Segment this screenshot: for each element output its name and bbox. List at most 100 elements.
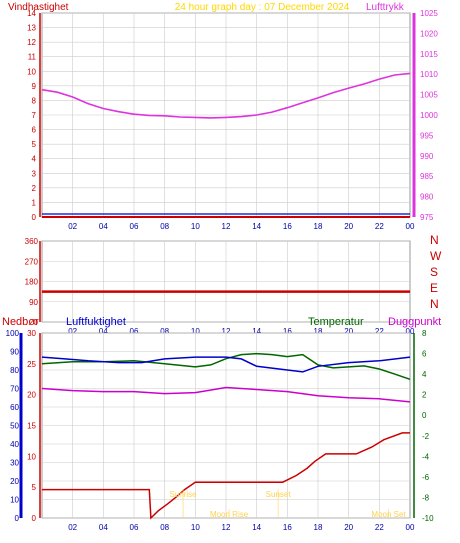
temperature-tick--8: -8 (422, 493, 430, 502)
series-humidity (41, 356, 411, 373)
pressure-tick-985: 985 (420, 172, 434, 181)
p2-xtick-06: 06 (130, 327, 139, 336)
temperature-tick-8: 8 (422, 329, 427, 338)
humidity-tick-90: 90 (10, 348, 19, 357)
p3-xtick-06: 06 (130, 523, 139, 532)
compass-label-3: E (430, 281, 438, 295)
pressure-tick-995: 995 (420, 131, 434, 140)
p3-xtick-12: 12 (222, 523, 231, 532)
wind-speed-label: Vindhastighet (8, 2, 69, 13)
humidity-tick-100: 100 (6, 329, 20, 338)
p1-xtick-00: 00 (406, 222, 415, 231)
compass-label-0: N (430, 233, 439, 247)
wind-speed-tick-13: 13 (27, 24, 36, 33)
annotation-2: Moon Rise (210, 510, 249, 519)
wind-speed-tick-1: 1 (32, 198, 37, 207)
p1-xtick-20: 20 (344, 222, 353, 231)
series-temperature (41, 352, 411, 381)
rain-tick-0: 0 (32, 514, 37, 523)
pressure-tick-1020: 1020 (420, 29, 438, 38)
wind-speed-tick-11: 11 (28, 53, 37, 62)
legend-0: Nedbør (2, 316, 39, 328)
humidity-tick-40: 40 (10, 440, 19, 449)
p1-xtick-16: 16 (283, 222, 292, 231)
humidity-tick-30: 30 (10, 459, 19, 468)
pressure-tick-1000: 1000 (420, 111, 438, 120)
p1-xtick-14: 14 (252, 222, 261, 231)
temperature-tick--2: -2 (422, 432, 430, 441)
wind-speed-tick-8: 8 (32, 96, 37, 105)
p3-xtick-14: 14 (252, 523, 261, 532)
humidity-tick-80: 80 (10, 366, 19, 375)
temperature-tick--6: -6 (422, 473, 430, 482)
wind-speed-tick-9: 9 (32, 82, 37, 91)
direction-tick-0: 0 (34, 318, 39, 327)
graph-title: 24 hour graph day : 07 December 2024 (175, 2, 350, 13)
humidity-tick-0: 0 (15, 514, 20, 523)
series-rain (42, 432, 410, 520)
humidity-tick-10: 10 (10, 496, 19, 505)
series-dewpoint (41, 386, 411, 403)
humidity-tick-20: 20 (10, 477, 19, 486)
temperature-tick--10: -10 (422, 514, 434, 523)
p1-xtick-22: 22 (375, 222, 384, 231)
pressure-tick-975: 975 (420, 213, 434, 222)
legend-1: Luftfuktighet (66, 316, 126, 328)
rain-tick-25: 25 (27, 360, 36, 369)
direction-tick-360: 360 (25, 237, 39, 246)
p2-xtick-18: 18 (314, 327, 323, 336)
temperature-tick--4: -4 (422, 452, 430, 461)
p2-xtick-08: 08 (160, 327, 169, 336)
p1-xtick-12: 12 (222, 222, 231, 231)
p3-xtick-00: 00 (406, 523, 415, 532)
direction-tick-270: 270 (25, 257, 39, 266)
compass-label-4: N (430, 297, 439, 311)
pressure-tick-980: 980 (420, 193, 434, 202)
p1-xtick-08: 08 (160, 222, 169, 231)
rain-tick-20: 20 (27, 391, 36, 400)
p3-xtick-08: 08 (160, 523, 169, 532)
temperature-tick-0: 0 (422, 411, 427, 420)
wind-speed-tick-6: 6 (32, 126, 37, 135)
p3-xtick-18: 18 (314, 523, 323, 532)
compass-label-1: W (430, 249, 442, 263)
annotation-1: Sunset (266, 490, 292, 499)
p2-xtick-12: 12 (222, 327, 231, 336)
humidity-tick-50: 50 (10, 422, 19, 431)
p3-xtick-10: 10 (191, 523, 200, 532)
legend-2: Temperatur (308, 316, 364, 328)
p3-xtick-16: 16 (283, 523, 292, 532)
pressure-label: Lufttrykk (366, 2, 405, 13)
wind-speed-tick-12: 12 (27, 38, 36, 47)
humidity-tick-60: 60 (10, 403, 19, 412)
pressure-tick-1025: 1025 (420, 9, 438, 18)
wind-speed-tick-3: 3 (32, 169, 37, 178)
pressure-tick-1015: 1015 (420, 50, 438, 59)
p2-xtick-04: 04 (99, 327, 108, 336)
p2-xtick-10: 10 (191, 327, 200, 336)
rain-tick-10: 10 (27, 452, 36, 461)
p1-xtick-02: 02 (68, 222, 77, 231)
wind-speed-tick-5: 5 (32, 140, 37, 149)
compass-label-2: S (430, 265, 438, 279)
p3-xtick-20: 20 (344, 523, 353, 532)
annotation-3: Moon Set (371, 510, 406, 519)
temperature-tick-4: 4 (422, 370, 427, 379)
wind-speed-tick-10: 10 (27, 67, 36, 76)
pressure-tick-1010: 1010 (420, 70, 438, 79)
direction-tick-180: 180 (25, 278, 39, 287)
rain-tick-15: 15 (27, 422, 36, 431)
p3-xtick-22: 22 (375, 523, 384, 532)
rain-tick-30: 30 (27, 329, 36, 338)
p2-xtick-14: 14 (252, 327, 261, 336)
p3-xtick-04: 04 (99, 523, 108, 532)
p2-xtick-20: 20 (344, 327, 353, 336)
p3-xtick-02: 02 (68, 523, 77, 532)
p1-xtick-06: 06 (130, 222, 139, 231)
pressure-tick-990: 990 (420, 152, 434, 161)
rain-tick-5: 5 (32, 483, 37, 492)
p1-xtick-04: 04 (99, 222, 108, 231)
wind-speed-tick-4: 4 (32, 155, 37, 164)
p1-xtick-18: 18 (314, 222, 323, 231)
